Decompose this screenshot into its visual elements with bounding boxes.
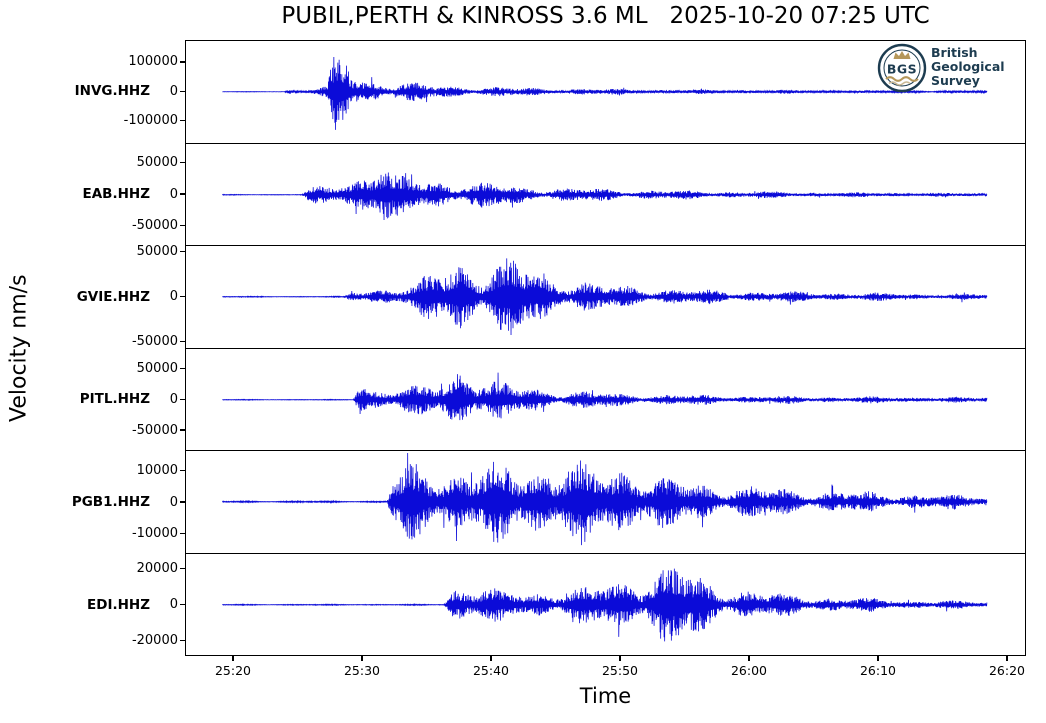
y-tick-mark xyxy=(180,193,185,195)
bgs-logo: BGS British Geological Survey xyxy=(877,43,1005,93)
y-tick-label: 10000 xyxy=(136,463,178,479)
y-tick-mark xyxy=(180,398,185,400)
station-label-invg-hhz: INVG.HHZ xyxy=(74,83,150,100)
y-tick-label: -50000 xyxy=(131,334,178,350)
y-tick-label: 0 xyxy=(169,494,178,510)
y-tick-label: 0 xyxy=(169,597,178,613)
svg-text:British: British xyxy=(931,45,978,60)
y-tick-label: 0 xyxy=(169,186,178,202)
waveform-eab-hhz xyxy=(222,172,988,220)
y-tick-label: -50000 xyxy=(131,422,178,438)
bgs-logo-name: British Geological Survey xyxy=(931,45,1005,88)
panel-invg-hhz xyxy=(186,41,1025,144)
waveform-edi-hhz xyxy=(222,568,988,641)
y-tick-mark xyxy=(180,501,185,503)
x-tick-mark xyxy=(748,656,750,661)
logo-name-line: Geological xyxy=(931,59,1005,74)
x-tick-mark xyxy=(1006,656,1008,661)
y-tick-label: 50000 xyxy=(136,244,178,260)
y-tick-label: 0 xyxy=(169,83,178,99)
y-tick-mark xyxy=(180,368,185,370)
x-axis-label: Time xyxy=(579,684,632,708)
y-tick-mark xyxy=(180,568,185,570)
panel-gvie-hhz xyxy=(186,246,1025,349)
panel-eab-hhz xyxy=(186,144,1025,246)
y-tick-mark xyxy=(180,296,185,298)
panel-pgb1-hhz xyxy=(186,451,1025,554)
x-tick-label: 26:00 xyxy=(730,663,768,678)
waveform-pitl-hhz xyxy=(222,372,988,420)
y-tick-label: 0 xyxy=(169,289,178,305)
y-tick-label: 50000 xyxy=(136,361,178,377)
figure-title: PUBIL,PERTH & KINROSS 3.6 ML 2025-10-20 … xyxy=(281,3,930,29)
y-tick-mark xyxy=(180,161,185,164)
x-tick-label: 25:50 xyxy=(601,663,639,678)
y-tick-mark xyxy=(180,340,185,343)
y-tick-mark xyxy=(180,90,185,92)
y-tick-mark xyxy=(180,639,185,642)
y-tick-mark xyxy=(180,604,185,606)
y-tick-label: 100000 xyxy=(128,54,178,70)
y-tick-mark xyxy=(180,251,185,253)
x-tick-label: 26:10 xyxy=(859,663,897,678)
y-tick-mark xyxy=(180,61,185,63)
y-tick-label: -50000 xyxy=(131,217,178,233)
y-tick-label: 50000 xyxy=(136,155,178,171)
bgs-logo-roundel: BGS xyxy=(877,43,927,93)
y-tick-mark xyxy=(180,429,185,431)
x-tick-label: 25:40 xyxy=(472,663,510,678)
panel-edi-hhz xyxy=(186,554,1025,656)
waveform-pgb1-hhz xyxy=(222,452,988,546)
x-tick-mark xyxy=(877,656,879,661)
x-tick-mark xyxy=(361,656,363,661)
seismic-trace xyxy=(222,568,988,641)
svg-text:Geological: Geological xyxy=(931,59,1005,74)
seismic-trace xyxy=(222,57,988,130)
x-tick-mark xyxy=(619,656,621,661)
seismic-trace xyxy=(222,372,988,420)
y-axis-label: Velocity nm/s xyxy=(6,274,32,422)
y-tick-label: 0 xyxy=(169,391,178,407)
seismic-trace xyxy=(222,258,988,335)
y-tick-mark xyxy=(180,532,185,535)
x-tick-label: 25:20 xyxy=(214,663,252,678)
seismic-trace xyxy=(222,172,988,220)
plot-area xyxy=(185,40,1026,656)
station-label-pitl-hhz: PITL.HHZ xyxy=(79,391,150,408)
svg-text:Survey: Survey xyxy=(931,73,980,88)
bgs-abbr: BGS xyxy=(887,62,917,77)
station-label-eab-hhz: EAB.HHZ xyxy=(82,186,150,202)
station-label-gvie-hhz: GVIE.HHZ xyxy=(76,288,150,305)
station-label-pgb1-hhz: PGB1.HHZ xyxy=(71,494,150,510)
y-tick-mark xyxy=(180,469,185,472)
x-tick-mark xyxy=(232,656,234,661)
x-tick-label: 25:30 xyxy=(343,663,381,678)
wave-icon xyxy=(885,76,919,82)
wave-icon xyxy=(888,81,911,86)
station-label-edi-hhz: EDI.HHZ xyxy=(87,596,150,613)
y-tick-label: 20000 xyxy=(136,561,178,577)
y-tick-label: -10000 xyxy=(131,525,178,541)
y-tick-label: -20000 xyxy=(131,633,178,649)
panel-pitl-hhz xyxy=(186,349,1025,451)
y-tick-mark xyxy=(180,224,185,227)
y-tick-label: -100000 xyxy=(123,113,178,129)
x-tick-label: 26:20 xyxy=(988,663,1026,678)
waveform-gvie-hhz xyxy=(222,258,988,335)
seismic-trace xyxy=(222,452,988,546)
crown-icon xyxy=(893,51,911,59)
waveform-invg-hhz xyxy=(222,57,988,130)
y-tick-mark xyxy=(180,120,185,122)
logo-name-line: Survey xyxy=(931,73,980,88)
logo-name-line: British xyxy=(931,45,978,60)
x-tick-mark xyxy=(490,656,492,661)
